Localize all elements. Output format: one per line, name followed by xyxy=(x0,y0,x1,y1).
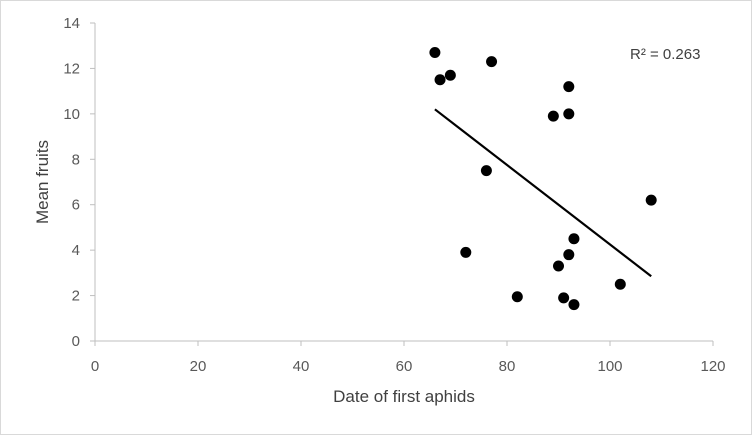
x-tick-label: 20 xyxy=(190,358,207,375)
r-squared-annotation: R² = 0.263 xyxy=(630,46,700,63)
data-point xyxy=(553,260,564,272)
y-tick-label: 12 xyxy=(63,60,80,77)
y-tick-label: 6 xyxy=(72,197,80,214)
trendline xyxy=(434,108,652,278)
data-point xyxy=(563,81,575,93)
data-point xyxy=(486,56,498,68)
data-point xyxy=(558,292,570,304)
data-point xyxy=(563,108,575,120)
x-tick-label: 0 xyxy=(91,358,99,375)
y-tick-label: 14 xyxy=(63,15,80,32)
y-tick-label: 0 xyxy=(72,333,80,350)
x-tick-label: 40 xyxy=(293,358,310,375)
trendline-group xyxy=(434,108,652,278)
y-tick-label: 4 xyxy=(72,242,80,259)
data-point xyxy=(429,47,441,59)
data-point xyxy=(568,299,580,311)
x-tick-label: 80 xyxy=(499,358,516,375)
data-point xyxy=(645,194,657,206)
data-point xyxy=(480,165,492,177)
y-tick-label: 2 xyxy=(72,288,80,305)
data-point xyxy=(444,69,456,81)
x-tick-label: 60 xyxy=(396,358,413,375)
y-axis-title: Mean fruits xyxy=(33,140,52,224)
data-point xyxy=(568,233,580,245)
y-tick-label: 8 xyxy=(72,151,80,168)
x-tick-label: 120 xyxy=(700,358,725,375)
axes: 0 2 4 6 8 10 12 14 0 20 40 60 80 100 120 xyxy=(63,15,725,375)
data-point xyxy=(460,246,472,258)
x-tick-label: 100 xyxy=(597,358,622,375)
points-group xyxy=(429,47,657,311)
y-tick-label: 10 xyxy=(63,106,80,123)
data-point xyxy=(547,110,559,122)
data-point xyxy=(434,74,446,86)
x-axis-title: Date of first aphids xyxy=(333,387,475,406)
data-point xyxy=(563,249,575,261)
data-point xyxy=(511,291,523,303)
data-point xyxy=(614,278,626,290)
